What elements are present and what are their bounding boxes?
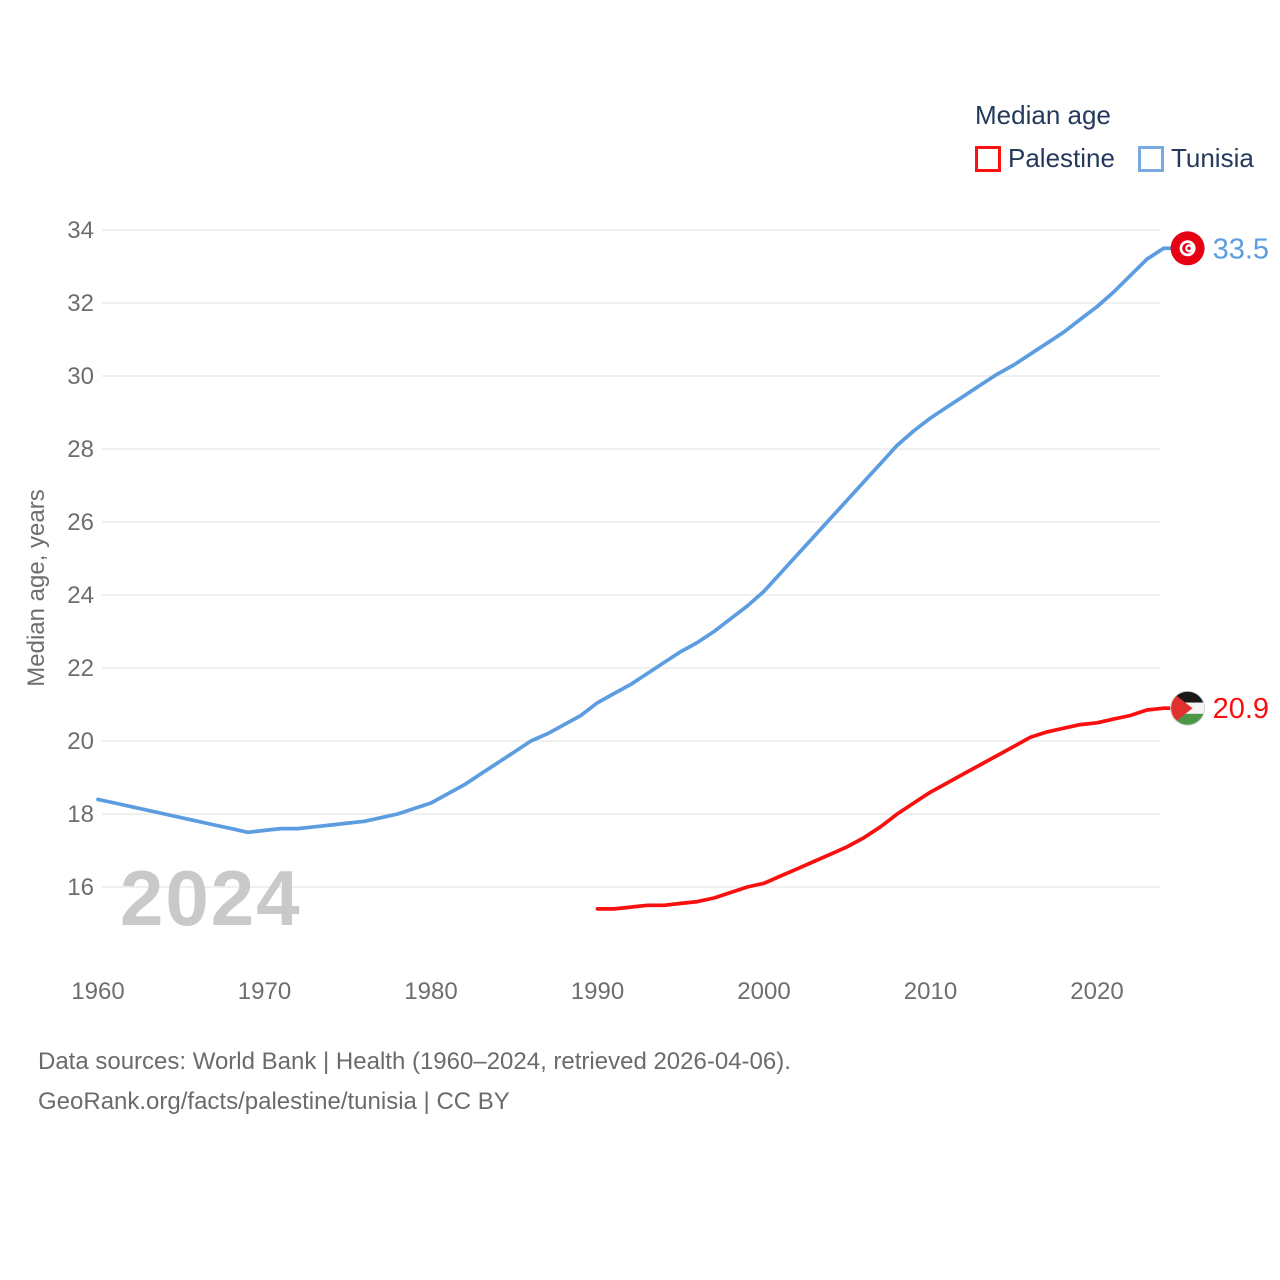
flag-palestine-icon xyxy=(1170,690,1206,726)
y-tick-label: 18 xyxy=(67,801,94,828)
legend-item-label: Tunisia xyxy=(1170,143,1254,173)
y-tick-label: 16 xyxy=(67,874,94,901)
legend-swatch-tunisia xyxy=(1137,145,1164,172)
y-tick-label: 30 xyxy=(67,363,94,390)
x-tick-label: 2000 xyxy=(737,978,790,1005)
x-tick-label: 2020 xyxy=(1070,978,1123,1005)
y-tick-label: 26 xyxy=(67,509,94,536)
series-line-tunisia[interactable] xyxy=(96,246,1166,835)
y-tick-label: 34 xyxy=(67,217,94,244)
x-tick-label: 1970 xyxy=(238,978,291,1005)
x-tick-label: 1980 xyxy=(404,978,457,1005)
legend-item-palestine[interactable]: Palestine xyxy=(975,143,1115,174)
legend-item-label: Palestine xyxy=(1008,143,1115,173)
x-tick-label: 1990 xyxy=(571,978,624,1005)
x-tick-label: 2010 xyxy=(904,978,957,1005)
legend-items: Palestine Tunisia xyxy=(975,143,1254,174)
y-tick-label: 28 xyxy=(67,436,94,463)
y-tick-label: 24 xyxy=(67,582,94,609)
end-value-label-palestine: 20.9 xyxy=(1213,693,1269,725)
legend-title: Median age xyxy=(975,100,1111,130)
y-tick-label: 32 xyxy=(67,290,94,317)
y-tick-label: 20 xyxy=(67,728,94,755)
y-tick-label: 22 xyxy=(67,655,94,682)
flag-tunisia-icon xyxy=(1170,231,1205,266)
footer: Data sources: World Bank | Health (1960–… xyxy=(38,1042,791,1122)
legend: Median age Palestine Tunisia xyxy=(975,100,1254,174)
watermark-year: 2024 xyxy=(120,854,302,942)
footer-source-line: Data sources: World Bank | Health (1960–… xyxy=(38,1048,791,1075)
x-tick-label: 1960 xyxy=(71,978,124,1005)
chart-canvas: 34 32 30 28 26 24 22 20 18 16 1960 1970 1980 1990 2000… xyxy=(23,217,1269,1005)
y-axis-title: Median age, years xyxy=(23,489,50,686)
legend-swatch-palestine xyxy=(975,145,1001,172)
footer-attribution-line: GeoRank.org/facts/palestine/tunisia | CC… xyxy=(38,1088,510,1115)
legend-item-tunisia[interactable]: Tunisia xyxy=(1137,143,1254,174)
end-value-label-tunisia: 33.5 xyxy=(1213,233,1269,265)
series-line-palestine[interactable] xyxy=(595,706,1166,911)
